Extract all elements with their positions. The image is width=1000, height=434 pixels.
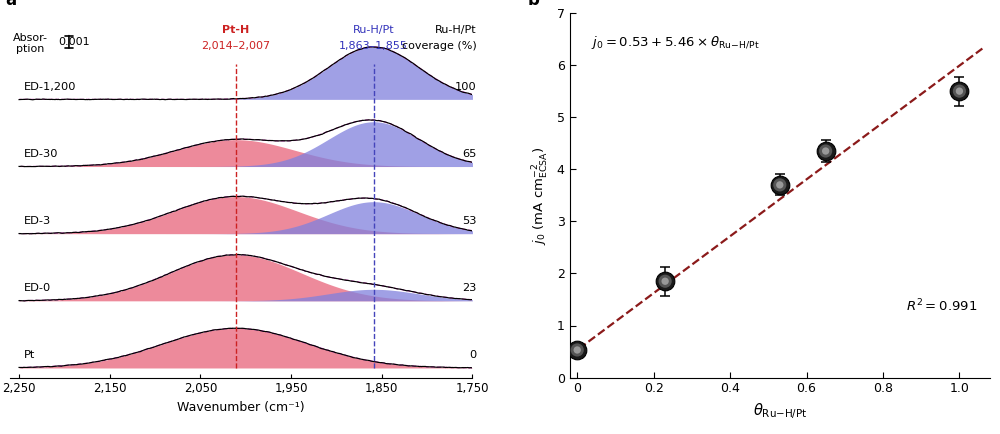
Point xyxy=(569,346,585,353)
Point xyxy=(657,278,673,285)
Text: ED-0: ED-0 xyxy=(24,283,51,293)
X-axis label: Wavenumber (cm⁻¹): Wavenumber (cm⁻¹) xyxy=(177,401,305,414)
Text: 100: 100 xyxy=(455,82,477,92)
Point xyxy=(772,181,788,188)
Text: 2,014–2,007: 2,014–2,007 xyxy=(201,41,270,51)
Text: b: b xyxy=(528,0,539,10)
Text: ED-3: ED-3 xyxy=(24,216,51,226)
Text: a: a xyxy=(5,0,17,10)
Y-axis label: $\it{j}_0\ \mathrm{(mA\ cm^{-2}_{ECSA})}$: $\it{j}_0\ \mathrm{(mA\ cm^{-2}_{ECSA})}… xyxy=(531,146,551,244)
Point xyxy=(772,181,788,188)
Point xyxy=(569,346,585,353)
Text: coverage (%): coverage (%) xyxy=(402,41,477,51)
Text: Ru-H/Pt: Ru-H/Pt xyxy=(435,26,477,36)
Point xyxy=(818,148,834,155)
Text: ED-1,200: ED-1,200 xyxy=(24,82,76,92)
Point xyxy=(657,278,673,285)
Point xyxy=(818,148,834,155)
Text: Pt-H: Pt-H xyxy=(222,26,249,36)
Text: $\it{j}_0 = 0.53 + 5.46 \times \theta_{\rm Ru\mathsf{-}H/Pt}$: $\it{j}_0 = 0.53 + 5.46 \times \theta_{\… xyxy=(591,35,759,51)
Point xyxy=(818,148,834,155)
Text: 53: 53 xyxy=(462,216,477,226)
Text: Absor-
ption: Absor- ption xyxy=(12,33,47,54)
Point xyxy=(951,88,967,95)
Text: 0.001: 0.001 xyxy=(58,37,90,47)
Point xyxy=(569,346,585,353)
Text: 23: 23 xyxy=(463,283,477,293)
Text: 1,863–1,855: 1,863–1,855 xyxy=(339,41,408,51)
Text: 65: 65 xyxy=(463,149,477,159)
Text: $R^2 = 0.991$: $R^2 = 0.991$ xyxy=(906,297,977,314)
Text: Pt: Pt xyxy=(24,350,35,360)
Text: Ru-H/Pt: Ru-H/Pt xyxy=(353,26,394,36)
Text: ED-30: ED-30 xyxy=(24,149,58,159)
Point xyxy=(657,278,673,285)
Text: 0: 0 xyxy=(470,350,477,360)
Point xyxy=(951,88,967,95)
X-axis label: $\theta_{\rm Ru\mathsf{-}H/Pt}$: $\theta_{\rm Ru\mathsf{-}H/Pt}$ xyxy=(753,401,807,421)
Point xyxy=(772,181,788,188)
Point xyxy=(951,88,967,95)
